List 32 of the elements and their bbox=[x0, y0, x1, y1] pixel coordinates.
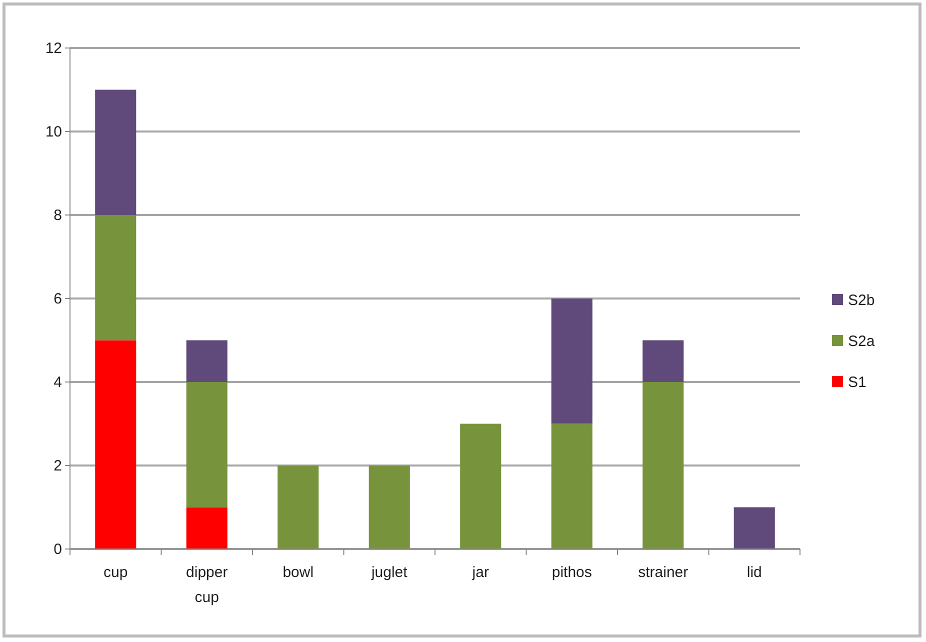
bar bbox=[95, 90, 136, 215]
bar bbox=[95, 340, 136, 549]
x-tick-label: pithos bbox=[552, 564, 592, 581]
x-tick-label: strainer bbox=[638, 564, 688, 581]
x-tick-label: cup bbox=[104, 564, 128, 581]
bar bbox=[642, 382, 684, 549]
bar bbox=[551, 298, 592, 424]
y-tick-label: 8 bbox=[54, 206, 62, 224]
bar bbox=[278, 466, 319, 549]
legend-label: S2a bbox=[848, 333, 876, 350]
bar bbox=[368, 466, 410, 549]
bar bbox=[186, 382, 228, 508]
y-tick-label: 10 bbox=[45, 123, 62, 140]
legend-label: S1 bbox=[848, 374, 866, 391]
bar bbox=[642, 340, 684, 382]
y-tick-label: 12 bbox=[45, 40, 62, 57]
legend-label: S2b bbox=[848, 292, 875, 309]
x-tick-label: bowl bbox=[282, 564, 314, 581]
y-tick-label: 0 bbox=[54, 540, 62, 558]
bar bbox=[551, 424, 592, 549]
y-tick-label: 4 bbox=[54, 374, 62, 391]
bar bbox=[734, 507, 775, 549]
bar bbox=[186, 507, 228, 549]
x-tick-label: jar bbox=[471, 564, 489, 581]
bar bbox=[186, 340, 228, 382]
x-tick-label: dipper cup bbox=[186, 564, 228, 606]
bar bbox=[460, 424, 502, 549]
x-tick-label: juglet bbox=[370, 564, 408, 581]
y-tick-label: 6 bbox=[54, 290, 62, 308]
y-tick-label: 2 bbox=[54, 457, 62, 474]
x-tick-label: lid bbox=[746, 564, 762, 581]
bar bbox=[95, 215, 136, 340]
